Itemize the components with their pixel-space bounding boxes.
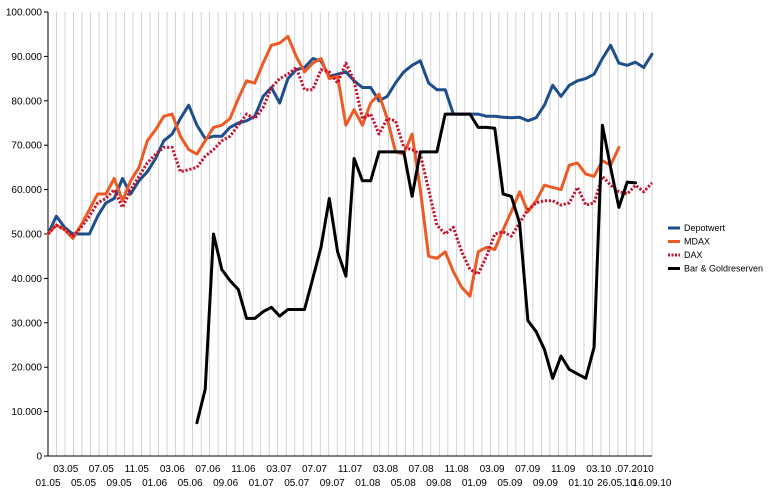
series-line-bar-goldreserven bbox=[195, 112, 637, 425]
x-tick-label-lower: 05.06 bbox=[178, 478, 203, 489]
x-tick-label-lower: 01.07 bbox=[249, 478, 274, 489]
x-tick-labels: 01.05 05.05 09.05 01.06 05.06 09.06 01.07 05.07… bbox=[35, 464, 671, 489]
x-tick-label-upper: 07.09 bbox=[515, 464, 540, 475]
series-line-depotwert bbox=[46, 43, 654, 236]
x-tick-label-lower: 05.07 bbox=[284, 478, 309, 489]
x-tick-label-upper: 07.05 bbox=[89, 464, 114, 475]
y-tick-labels: 0 10.000 20.000 30.000 40.000 50.000 60.000 70.… bbox=[6, 8, 48, 463]
series-line-dax bbox=[46, 61, 654, 276]
series-lines bbox=[46, 34, 654, 425]
x-tick-label-upper: 11.09 bbox=[551, 464, 576, 475]
y-tick-label: 60.000 bbox=[11, 185, 42, 196]
x-tick-label-lower: 05.09 bbox=[497, 478, 522, 489]
y-tick-label: 100.000 bbox=[6, 8, 43, 19]
x-tick-label-upper: 11.06 bbox=[231, 464, 256, 475]
y-tick-label: 20.000 bbox=[11, 363, 42, 374]
x-tick-label-lower: 26.05.10 bbox=[597, 478, 636, 489]
y-tick-label: 40.000 bbox=[11, 274, 42, 285]
legend: Depotwert MDAX DAX Bar & Goldreserven bbox=[668, 223, 763, 274]
x-tick-label-lower: 05.08 bbox=[391, 478, 416, 489]
x-tick-label-upper: 07.07 bbox=[302, 464, 327, 475]
x-tick-label-upper: 03.10 bbox=[586, 464, 611, 475]
x-tick-label-lower: 05.05 bbox=[71, 478, 96, 489]
x-tick-label-upper: 11.07 bbox=[338, 464, 363, 475]
x-tick-label-upper: 07.06 bbox=[195, 464, 220, 475]
x-tick-label-lower: 09.07 bbox=[320, 478, 345, 489]
x-tick-label-upper: 03.08 bbox=[373, 464, 398, 475]
series-line-mdax bbox=[46, 34, 621, 298]
x-tick-label-upper: 03.05 bbox=[53, 464, 78, 475]
x-tick-label-lower: 01.10 bbox=[568, 478, 593, 489]
x-tick-label-lower: 01.05 bbox=[35, 478, 60, 489]
x-tick-label-upper: 07.08 bbox=[409, 464, 434, 475]
x-tick-label-upper: 03.06 bbox=[160, 464, 185, 475]
x-tick-label-lower: 09.09 bbox=[533, 478, 558, 489]
x-tick-label-upper: .07.2010 bbox=[615, 464, 654, 475]
y-tick-label: 30.000 bbox=[11, 318, 42, 329]
y-tick-label: 80.000 bbox=[11, 96, 42, 107]
y-tick-label: 10.000 bbox=[11, 407, 42, 418]
x-tick-label-lower: 01.06 bbox=[142, 478, 167, 489]
legend-label: Bar & Goldreserven bbox=[684, 264, 763, 274]
y-tick-label: 70.000 bbox=[11, 141, 42, 152]
x-tick-label-lower: 09.08 bbox=[426, 478, 451, 489]
x-tick-label-upper: 03.07 bbox=[266, 464, 291, 475]
y-tick-label: 0 bbox=[36, 452, 42, 463]
y-tick-label: 50.000 bbox=[11, 230, 42, 241]
x-tick-label-lower: 09.05 bbox=[107, 478, 132, 489]
legend-label: Depotwert bbox=[684, 223, 726, 233]
x-tick-label-upper: 11.08 bbox=[444, 464, 469, 475]
x-tick-label-upper: 03.09 bbox=[480, 464, 505, 475]
x-tick-label-lower: 16.09.10 bbox=[633, 478, 672, 489]
x-tick-label-lower: 01.09 bbox=[462, 478, 487, 489]
legend-label: DAX bbox=[684, 250, 703, 260]
y-tick-label: 90.000 bbox=[11, 52, 42, 63]
legend-label: MDAX bbox=[684, 237, 710, 247]
grid-lines bbox=[47, 12, 653, 456]
x-tick-label-lower: 01.08 bbox=[355, 478, 380, 489]
x-tick-label-upper: 11.05 bbox=[125, 464, 150, 475]
x-tick-label-lower: 09.06 bbox=[213, 478, 238, 489]
